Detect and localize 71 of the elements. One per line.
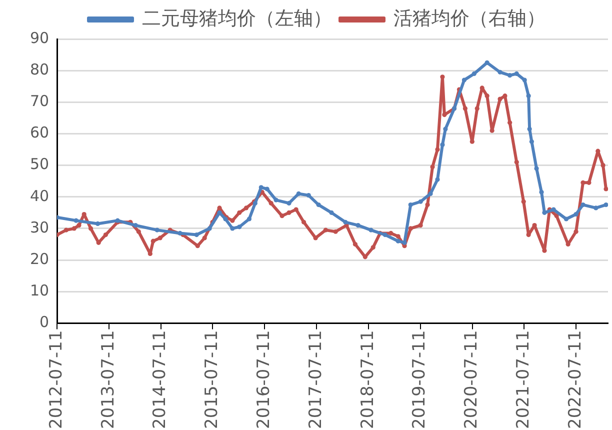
point	[95, 221, 100, 226]
point	[604, 202, 608, 208]
point	[472, 71, 476, 76]
point	[574, 212, 578, 217]
legend-label: 活猪均价（右轴）	[394, 7, 546, 30]
y-tick-label: 50	[30, 155, 50, 174]
point	[580, 202, 586, 208]
point	[435, 177, 440, 182]
point	[526, 94, 531, 98]
point	[274, 198, 278, 202]
point	[529, 139, 534, 144]
point	[356, 223, 360, 228]
y-tick-label: 10	[30, 282, 50, 300]
x-tick-label: 2016-07-11	[254, 330, 274, 429]
point	[443, 126, 448, 132]
point	[539, 190, 544, 194]
x-tick-label: 2017-07-11	[306, 330, 326, 429]
point	[329, 210, 334, 215]
point	[74, 218, 78, 223]
point	[343, 220, 348, 224]
x-tick-label: 2021-07-11	[514, 330, 534, 429]
point	[230, 226, 235, 231]
x-tick-label: 2022-07-11	[565, 330, 586, 429]
point	[551, 207, 556, 212]
x-tick-label: 2020-07-11	[462, 330, 482, 429]
y-tick-label: 40	[30, 186, 50, 205]
point	[306, 193, 311, 198]
point	[428, 191, 433, 196]
point	[286, 200, 292, 206]
point	[564, 216, 569, 222]
y-tick-label: 90	[30, 28, 50, 47]
point	[594, 206, 598, 210]
point	[440, 142, 445, 148]
point	[542, 210, 547, 215]
point	[522, 78, 527, 82]
y-tick-label: 80	[30, 60, 50, 78]
point	[527, 126, 532, 132]
legend-label: 二元母猪均价（左轴）	[142, 7, 332, 30]
x-tick-label: 2013-07-11	[98, 330, 118, 429]
point	[154, 228, 160, 232]
point	[382, 232, 388, 238]
point	[508, 73, 512, 78]
y-tick-label: 70	[30, 92, 50, 110]
point	[402, 240, 407, 245]
x-tick-label: 2012-07-11	[46, 330, 67, 429]
y-tick-label: 30	[30, 218, 50, 236]
point	[246, 216, 252, 222]
x-tick-label: 2014-07-11	[150, 330, 170, 429]
x-tick-label: 2015-07-11	[202, 330, 222, 429]
point	[264, 186, 270, 192]
x-tick-label: 2018-07-11	[358, 330, 378, 429]
point	[194, 232, 199, 238]
point	[296, 191, 301, 196]
point	[396, 238, 400, 244]
point	[258, 185, 264, 190]
y-tick-label: 20	[30, 250, 50, 268]
point	[498, 70, 502, 74]
point	[368, 228, 374, 232]
point	[514, 71, 519, 76]
point	[408, 202, 413, 208]
point	[133, 223, 138, 228]
x-tick-label: 2019-07-11	[410, 330, 430, 429]
y-tick-label: 0	[40, 313, 50, 332]
point	[207, 226, 212, 231]
point	[462, 78, 466, 82]
point	[316, 202, 321, 208]
point	[178, 230, 182, 236]
y-tick-label: 60	[30, 124, 50, 142]
point	[534, 166, 539, 171]
point	[237, 224, 242, 230]
point	[418, 199, 423, 204]
